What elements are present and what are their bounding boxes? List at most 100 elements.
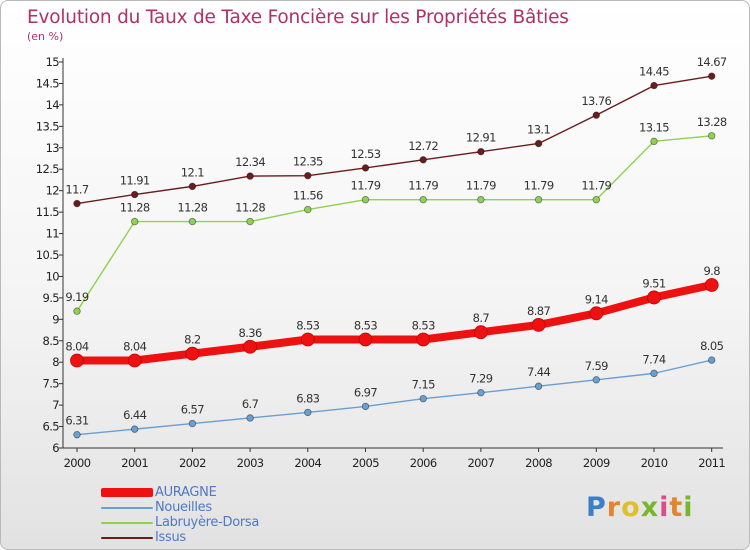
data-point bbox=[304, 205, 312, 214]
data-label: 8.04 bbox=[65, 340, 88, 354]
proxiti-logo: Proxiti bbox=[586, 492, 694, 523]
data-point bbox=[419, 195, 427, 204]
data-label: 8.04 bbox=[123, 340, 146, 354]
data-label: 8.87 bbox=[527, 304, 550, 318]
data-label: 6.97 bbox=[354, 385, 377, 399]
x-tick-label: 2011 bbox=[698, 456, 725, 470]
data-point bbox=[531, 318, 546, 332]
x-tick-label: 2001 bbox=[121, 456, 148, 470]
data-label: 7.59 bbox=[585, 359, 608, 373]
data-label: 11.28 bbox=[235, 201, 265, 215]
y-tick-label: 13.5 bbox=[36, 119, 59, 133]
data-label: 12.35 bbox=[293, 155, 323, 169]
series-line bbox=[73, 281, 716, 365]
data-point bbox=[73, 307, 81, 315]
data-point bbox=[246, 217, 254, 226]
data-label: 14.45 bbox=[639, 65, 669, 79]
data-label: 13.15 bbox=[639, 120, 669, 134]
data-label: 8.05 bbox=[700, 339, 723, 353]
data-point bbox=[708, 356, 716, 364]
data-label: 8.53 bbox=[354, 318, 377, 332]
series-issus bbox=[73, 72, 716, 208]
y-tick-label: 9 bbox=[52, 312, 59, 326]
data-label: 13.28 bbox=[697, 115, 727, 129]
x-tick-label: 2002 bbox=[179, 456, 206, 470]
data-point bbox=[650, 137, 658, 146]
x-tick-label: 2008 bbox=[525, 456, 552, 470]
legend-swatch bbox=[101, 522, 153, 524]
y-tick-label: 15 bbox=[46, 55, 60, 69]
data-label: 12.53 bbox=[351, 147, 381, 161]
data-point bbox=[592, 376, 600, 384]
data-point bbox=[304, 171, 312, 180]
data-point bbox=[304, 408, 312, 417]
x-tick-label: 2009 bbox=[583, 456, 610, 470]
data-point bbox=[246, 172, 254, 180]
x-tick-label: 2007 bbox=[467, 456, 494, 470]
data-label: 6.7 bbox=[242, 397, 259, 411]
data-point bbox=[188, 217, 197, 226]
data-point bbox=[419, 394, 427, 403]
data-label: 11.79 bbox=[466, 179, 496, 193]
data-point bbox=[185, 346, 200, 361]
data-label: 7.44 bbox=[527, 365, 550, 379]
data-label: 8.53 bbox=[296, 318, 319, 332]
data-label: 6.44 bbox=[123, 408, 146, 422]
data-point bbox=[477, 195, 485, 204]
data-label: 8.2 bbox=[184, 333, 201, 347]
data-point bbox=[188, 419, 197, 428]
data-point bbox=[592, 195, 600, 204]
y-tick-label: 11.5 bbox=[36, 205, 59, 219]
chart-title: Evolution du Taux de Taxe Foncière sur l… bbox=[27, 7, 569, 28]
logo-letter: r bbox=[606, 492, 622, 523]
series-noueilles bbox=[73, 356, 716, 439]
legend-swatch bbox=[101, 488, 153, 497]
data-label: 13.1 bbox=[527, 122, 550, 136]
y-tick-label: 7 bbox=[52, 398, 59, 412]
data-point bbox=[650, 81, 658, 90]
data-point bbox=[70, 353, 84, 368]
x-tick-label: 2000 bbox=[64, 456, 91, 470]
data-point bbox=[127, 353, 142, 368]
data-label: 12.1 bbox=[181, 165, 204, 179]
data-label: 8.36 bbox=[238, 326, 261, 340]
y-tick-label: 6 bbox=[52, 441, 59, 455]
y-tick-label: 10.5 bbox=[36, 248, 59, 262]
data-label: 9.19 bbox=[65, 290, 88, 304]
data-label: 12.91 bbox=[466, 131, 496, 145]
data-label: 11.79 bbox=[524, 179, 554, 193]
data-label: 7.29 bbox=[469, 372, 492, 386]
data-label: 6.31 bbox=[65, 414, 88, 428]
x-tick-label: 2006 bbox=[410, 456, 437, 470]
data-label: 8.53 bbox=[412, 318, 435, 332]
data-label: 7.15 bbox=[412, 378, 435, 392]
data-point bbox=[130, 425, 139, 433]
data-label: 13.76 bbox=[581, 94, 611, 108]
data-point bbox=[534, 139, 543, 148]
logo-letter: o bbox=[621, 492, 641, 523]
legend-label: Labruyère-Dorsa bbox=[155, 515, 260, 530]
data-point bbox=[534, 382, 543, 390]
data-label: 11.79 bbox=[351, 179, 381, 193]
y-tick-label: 8.5 bbox=[43, 334, 60, 348]
y-tick-label: 9.5 bbox=[43, 291, 60, 305]
series-line bbox=[76, 359, 713, 436]
data-point bbox=[477, 147, 485, 156]
data-point bbox=[246, 414, 254, 422]
data-point bbox=[243, 339, 258, 354]
series-labruyere-dorsa bbox=[73, 132, 716, 315]
y-tick-label: 11 bbox=[46, 227, 60, 241]
data-point bbox=[477, 388, 485, 397]
chart-unit-label: (en %) bbox=[27, 30, 64, 43]
series-layer bbox=[70, 72, 719, 439]
data-label: 12.72 bbox=[408, 139, 438, 153]
data-point bbox=[130, 217, 139, 226]
data-point bbox=[361, 195, 370, 204]
data-point bbox=[419, 156, 427, 164]
legend-label: Noueilles bbox=[155, 500, 212, 515]
series-line bbox=[76, 75, 713, 205]
data-point bbox=[361, 164, 370, 172]
x-tick-label: 2005 bbox=[352, 456, 379, 470]
y-tick-label: 8 bbox=[52, 355, 59, 369]
